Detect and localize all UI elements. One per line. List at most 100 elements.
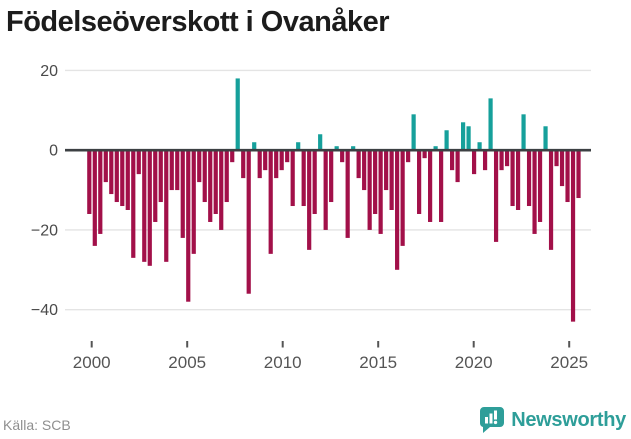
- negative-bar: [219, 150, 224, 230]
- negative-bar: [570, 150, 576, 322]
- positive-bar: [543, 126, 548, 151]
- negative-bar: [428, 150, 433, 222]
- negative-bar: [422, 150, 427, 159]
- negative-bar: [147, 150, 152, 266]
- negative-bar: [98, 150, 103, 234]
- negative-bar: [241, 150, 246, 179]
- negative-bar: [92, 150, 97, 246]
- negative-bar: [559, 150, 565, 187]
- negative-bar: [230, 150, 235, 163]
- negative-bar: [323, 150, 328, 230]
- negative-bar: [114, 150, 119, 203]
- negative-bar: [197, 150, 202, 183]
- negative-bar: [142, 150, 147, 262]
- negative-bar: [87, 150, 92, 214]
- y-axis-tick-label: −40: [31, 302, 58, 319]
- negative-bar: [213, 150, 218, 214]
- positive-bar: [466, 126, 471, 151]
- newsworthy-logo-icon: [480, 407, 505, 433]
- negative-bar: [307, 150, 312, 250]
- negative-bar: [202, 150, 207, 203]
- negative-bar: [224, 150, 229, 203]
- y-axis-tick-label: 0: [49, 143, 58, 160]
- negative-bar: [565, 150, 570, 203]
- negative-bar: [153, 150, 158, 222]
- negative-bar: [268, 150, 273, 254]
- negative-bar: [263, 150, 268, 171]
- x-axis-tick-label: 2000: [73, 353, 111, 372]
- x-axis-tick-label: 2020: [455, 353, 493, 372]
- negative-bar: [329, 150, 334, 203]
- negative-bar: [131, 150, 136, 258]
- negative-bar: [389, 150, 394, 210]
- negative-bar: [576, 150, 581, 199]
- negative-bar: [158, 150, 163, 203]
- positive-bar: [521, 114, 526, 151]
- negative-bar: [290, 150, 295, 207]
- negative-bar: [373, 150, 378, 214]
- negative-bar: [504, 150, 510, 167]
- birth-surplus-bar-chart: 20 0 −20 −40 2000 2005 2010 2015 2020 2025: [31, 63, 591, 372]
- negative-bar: [384, 150, 389, 191]
- negative-bar: [395, 150, 400, 270]
- negative-bar: [510, 150, 515, 207]
- negative-bar: [417, 150, 422, 214]
- negative-bar: [164, 150, 169, 262]
- newsworthy-logo: Newsworthy: [479, 406, 626, 434]
- negative-bar: [312, 150, 317, 214]
- positive-bar: [351, 146, 356, 151]
- y-axis-tick-label: −20: [31, 222, 58, 239]
- x-axis-tick-label: 2010: [264, 353, 302, 372]
- negative-bar: [125, 150, 130, 210]
- negative-bar: [554, 150, 559, 167]
- negative-bar: [471, 150, 477, 175]
- negative-bar: [367, 150, 372, 230]
- negative-bar: [169, 150, 174, 191]
- y-axis-tick-label: 20: [40, 63, 58, 80]
- negative-bar: [103, 150, 108, 183]
- negative-bar: [406, 150, 411, 163]
- positive-bar: [235, 78, 240, 151]
- negative-bar: [274, 150, 279, 179]
- x-axis-tick-label: 2015: [359, 353, 397, 372]
- negative-bar: [340, 150, 345, 163]
- negative-bar: [186, 150, 191, 302]
- negative-bar: [499, 150, 504, 171]
- negative-bar: [532, 150, 537, 234]
- negative-bar: [537, 150, 543, 222]
- negative-bar: [362, 150, 367, 191]
- x-axis-tick-label: 2025: [550, 353, 588, 372]
- negative-bar: [246, 150, 251, 294]
- negative-bar: [526, 150, 532, 207]
- negative-bar: [400, 150, 405, 246]
- negative-bar: [493, 150, 499, 242]
- newsworthy-wordmark: Newsworthy: [511, 408, 626, 431]
- negative-bar: [548, 150, 554, 250]
- positive-bar: [252, 142, 257, 151]
- negative-bar: [482, 150, 488, 171]
- chart-title: Födelseöverskott i Ovanåker: [6, 6, 390, 38]
- negative-bar: [356, 150, 361, 179]
- positive-bar: [334, 146, 339, 151]
- negative-bar: [301, 150, 306, 207]
- negative-bar: [136, 150, 141, 175]
- positive-bar: [461, 122, 466, 151]
- negative-bar: [515, 150, 521, 210]
- positive-bar: [433, 146, 438, 151]
- negative-bar: [279, 150, 284, 171]
- positive-bar: [318, 134, 323, 151]
- negative-bar: [285, 150, 290, 163]
- negative-bar: [175, 150, 180, 191]
- negative-bar: [439, 150, 444, 222]
- negative-bar: [180, 150, 185, 238]
- negative-bar: [345, 150, 350, 238]
- negative-bar: [120, 150, 125, 207]
- negative-bar: [378, 150, 383, 234]
- positive-bar: [444, 130, 449, 151]
- positive-bar: [477, 142, 482, 151]
- positive-bar: [296, 142, 301, 151]
- negative-bar: [109, 150, 114, 195]
- negative-bar: [208, 150, 213, 222]
- positive-bar: [488, 98, 493, 151]
